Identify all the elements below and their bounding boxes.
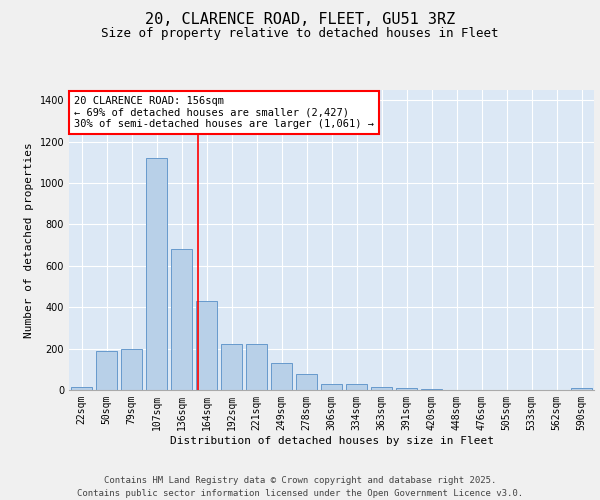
Bar [371,387,392,390]
Bar [321,384,342,390]
Bar [271,363,292,390]
Bar [171,250,192,390]
Bar [346,384,367,390]
Bar [421,389,442,390]
Text: Size of property relative to detached houses in Fleet: Size of property relative to detached ho… [101,28,499,40]
Bar [146,158,167,390]
Text: 20 CLARENCE ROAD: 156sqm
← 69% of detached houses are smaller (2,427)
30% of sem: 20 CLARENCE ROAD: 156sqm ← 69% of detach… [74,96,374,129]
Bar [396,388,417,390]
Bar [71,387,92,390]
Text: Contains HM Land Registry data © Crown copyright and database right 2025.
Contai: Contains HM Land Registry data © Crown c… [77,476,523,498]
Bar [121,348,142,390]
Bar [196,301,217,390]
Bar [96,350,117,390]
Bar [246,344,267,390]
Bar [221,344,242,390]
Bar [296,374,317,390]
Bar [571,388,592,390]
Text: 20, CLARENCE ROAD, FLEET, GU51 3RZ: 20, CLARENCE ROAD, FLEET, GU51 3RZ [145,12,455,28]
X-axis label: Distribution of detached houses by size in Fleet: Distribution of detached houses by size … [170,436,493,446]
Y-axis label: Number of detached properties: Number of detached properties [24,142,34,338]
